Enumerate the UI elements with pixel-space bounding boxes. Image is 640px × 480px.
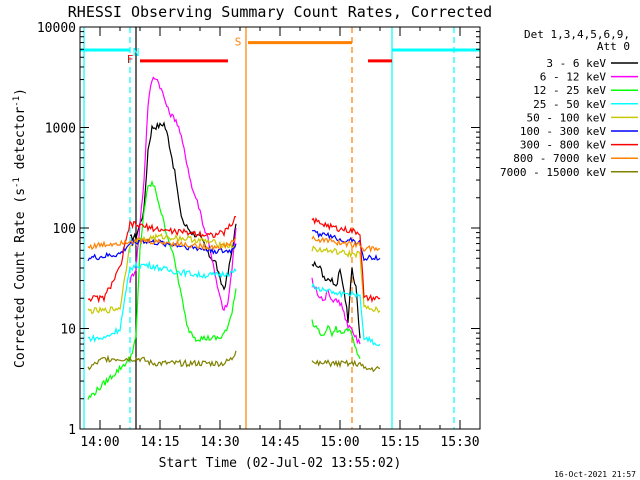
series-line	[87, 350, 237, 371]
y-axis-label-sup2: -1	[12, 96, 22, 107]
flag-bars: FN S	[80, 36, 480, 66]
legend-entry-label: 300 - 800 keV	[520, 139, 606, 152]
y-axis-ticks: 1 10 100 1000 10000	[37, 21, 480, 438]
y-axis-label-end: )	[13, 88, 28, 96]
y-axis-label: Corrected Count Rate (s-1 detector-1)	[12, 88, 28, 368]
flag-label: N	[133, 46, 140, 59]
series-line-after-gap	[311, 260, 361, 339]
series-line-after-gap	[311, 358, 381, 373]
x-axis-label: Start Time (02-Jul-02 13:55:02)	[159, 456, 402, 471]
y-tick-label: 10	[60, 323, 76, 338]
footer-date: 16-Oct-2021 21:57	[554, 470, 636, 479]
plot-area: FN S 1 10 100 1000 10000 14:00 14:15 14:30 14:45…	[37, 21, 481, 450]
x-tick-label: 15:30	[440, 435, 479, 450]
legend-entry-label: 12 - 25 keV	[533, 84, 606, 97]
legend-entry-label: 25 - 50 keV	[533, 98, 606, 111]
vertical-markers	[83, 27, 455, 429]
legend-entry-label: 3 - 6 keV	[546, 57, 606, 70]
legend-entry-label: 100 - 300 keV	[520, 125, 606, 138]
legend-entry-label: 50 - 100 keV	[527, 111, 607, 124]
series-line-after-gap	[311, 245, 381, 314]
y-axis-label-sup1: -1	[12, 177, 22, 188]
series-line	[87, 260, 237, 344]
legend-header: Det 1,3,4,5,6,9,	[524, 28, 630, 41]
series-line	[87, 237, 237, 251]
series-line	[87, 238, 237, 262]
series-line	[129, 121, 237, 291]
x-tick-label: 14:00	[80, 435, 119, 450]
series-line	[87, 179, 237, 400]
series-line-after-gap	[311, 319, 361, 360]
x-tick-label: 14:30	[200, 435, 239, 450]
series-line-after-gap	[311, 282, 381, 347]
y-axis-label-main: Corrected Count Rate (s	[13, 188, 28, 368]
y-tick-label: 100	[53, 222, 76, 237]
legend-header: Att 0	[597, 40, 630, 53]
series-line	[129, 76, 237, 312]
y-tick-label: 1	[68, 423, 76, 438]
x-tick-label: 15:00	[320, 435, 359, 450]
x-tick-label: 14:45	[260, 435, 299, 450]
series-line-after-gap	[311, 216, 381, 303]
legend-entry-label: 6 - 12 keV	[540, 71, 607, 84]
flag-label: F	[127, 53, 134, 66]
y-axis-label-mid: detector	[13, 107, 28, 178]
chart-title: RHESSI Observing Summary Count Rates, Co…	[68, 3, 492, 21]
series-line-after-gap	[312, 229, 381, 262]
series-layer	[87, 76, 381, 400]
x-axis-ticks: 14:00 14:15 14:30 14:45 15:00 15:15 15:30	[79, 27, 481, 450]
x-tick-label: 14:15	[140, 435, 179, 450]
y-tick-label: 1000	[45, 122, 76, 137]
legend-entry-label: 800 - 7000 keV	[513, 152, 606, 165]
series-line	[87, 215, 237, 304]
legend-entry-label: 7000 - 15000 keV	[500, 166, 606, 179]
series-line-after-gap	[311, 235, 380, 254]
x-tick-label: 15:15	[380, 435, 419, 450]
y-tick-label: 10000	[37, 21, 76, 36]
series-line-after-gap	[311, 277, 361, 345]
flag-label: S	[235, 36, 242, 49]
series-line	[87, 233, 237, 315]
